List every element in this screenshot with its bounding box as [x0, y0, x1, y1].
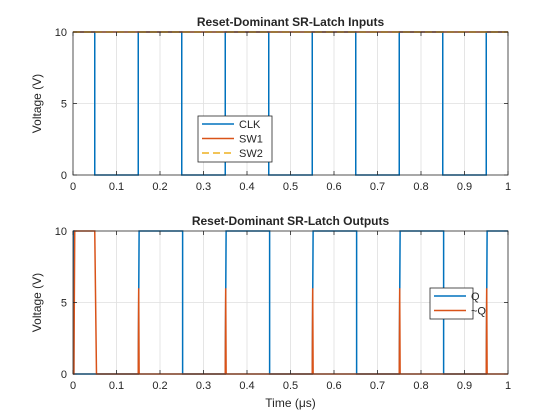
inputs-ylabel: Voltage (V) — [30, 74, 44, 133]
ytick-label: 0 — [61, 170, 67, 182]
xtick-label: 0.6 — [326, 380, 341, 392]
ytick-label: 5 — [61, 298, 67, 310]
legend-q-label: Q — [471, 291, 480, 303]
xtick-label: 0.6 — [326, 181, 341, 193]
ytick-label: 0 — [61, 369, 67, 381]
xtick-label: 0.4 — [239, 380, 254, 392]
xtick-label: 0 — [70, 380, 76, 392]
xtick-label: 0.1 — [109, 181, 124, 193]
xtick-label: 1 — [505, 380, 511, 392]
xtick-label: 0.5 — [283, 380, 298, 392]
xtick-label: 0.9 — [457, 380, 472, 392]
xtick-label: 0.2 — [152, 380, 167, 392]
legend-clk-label: CLK — [239, 119, 261, 131]
xtick-label: 0.5 — [283, 181, 298, 193]
outputs-legend-box — [429, 287, 474, 320]
legend-sw1-label: SW1 — [239, 134, 263, 146]
xtick-label: 0.2 — [152, 181, 167, 193]
ytick-label: 5 — [61, 99, 67, 111]
xtick-label: 0.1 — [109, 380, 124, 392]
xtick-label: 0.3 — [196, 380, 211, 392]
outputs-title: Reset-Dominant SR-Latch Outputs — [192, 214, 390, 228]
xtick-label: 1 — [505, 181, 511, 193]
legend-sw2-label: SW2 — [239, 148, 263, 160]
xtick-label: 0.3 — [196, 181, 211, 193]
xtick-label: 0.9 — [457, 181, 472, 193]
ytick-label: 10 — [55, 226, 67, 238]
inputs-title: Reset-Dominant SR-Latch Inputs — [197, 15, 385, 29]
inputs-legend: CLK SW1 SW2 — [197, 115, 273, 163]
inputs-grid — [73, 32, 508, 175]
legend-notq-label: ~Q — [471, 306, 486, 318]
outputs-legend: Q ~Q — [429, 287, 486, 320]
xtick-label: 0.7 — [370, 181, 385, 193]
xtick-label: 0.4 — [239, 181, 254, 193]
xtick-label: 0.8 — [413, 380, 428, 392]
outputs-xlabel: Time (μs) — [265, 396, 315, 410]
outputs-ylabel: Voltage (V) — [30, 273, 44, 332]
xtick-label: 0 — [70, 181, 76, 193]
xtick-label: 0.7 — [370, 380, 385, 392]
xtick-label: 0.8 — [413, 181, 428, 193]
ytick-label: 10 — [55, 27, 67, 39]
